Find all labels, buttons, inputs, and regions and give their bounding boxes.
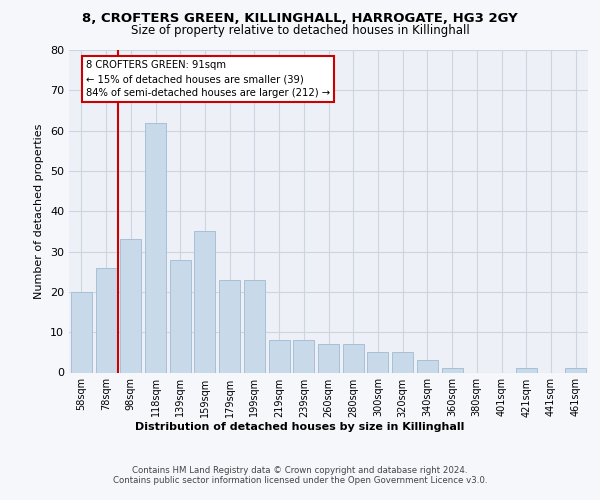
Bar [194, 232, 215, 372]
Text: Size of property relative to detached houses in Killinghall: Size of property relative to detached ho… [131, 24, 469, 37]
Text: 8 CROFTERS GREEN: 91sqm
← 15% of detached houses are smaller (39)
84% of semi-de: 8 CROFTERS GREEN: 91sqm ← 15% of detache… [86, 60, 330, 98]
Bar [269, 340, 290, 372]
Bar [219, 280, 240, 372]
Text: Distribution of detached houses by size in Killinghall: Distribution of detached houses by size … [136, 422, 464, 432]
Y-axis label: Number of detached properties: Number of detached properties [34, 124, 44, 299]
Text: Contains HM Land Registry data © Crown copyright and database right 2024.
Contai: Contains HM Land Registry data © Crown c… [113, 466, 487, 485]
Bar [565, 368, 586, 372]
Bar [95, 268, 116, 372]
Bar [170, 260, 191, 372]
Bar [417, 360, 438, 372]
Bar [318, 344, 339, 372]
Bar [392, 352, 413, 372]
Bar [367, 352, 388, 372]
Bar [244, 280, 265, 372]
Bar [442, 368, 463, 372]
Text: 8, CROFTERS GREEN, KILLINGHALL, HARROGATE, HG3 2GY: 8, CROFTERS GREEN, KILLINGHALL, HARROGAT… [82, 12, 518, 26]
Bar [516, 368, 537, 372]
Bar [145, 122, 166, 372]
Bar [120, 240, 141, 372]
Bar [71, 292, 92, 372]
Bar [293, 340, 314, 372]
Bar [343, 344, 364, 372]
